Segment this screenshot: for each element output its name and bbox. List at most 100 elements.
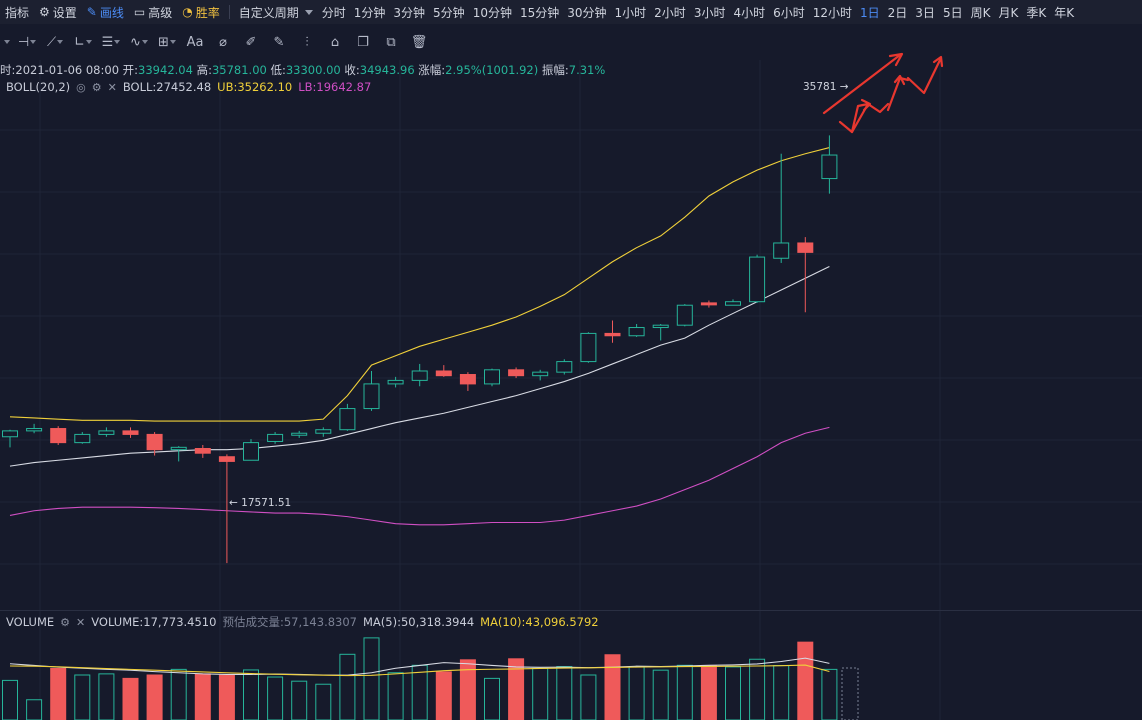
chevron-down-icon [141, 40, 148, 44]
ma10-label: MA(10): [480, 615, 526, 629]
cursor-tool[interactable] [0, 31, 12, 53]
candle-body [291, 432, 308, 436]
volume-value: 17,773.4510 [143, 615, 217, 629]
tab-period-6[interactable]: 30分钟 [567, 5, 607, 20]
ruler-tool[interactable]: ✐ [238, 31, 264, 53]
tab-period-2[interactable]: 3分钟 [393, 5, 426, 20]
candle-body [387, 379, 404, 385]
volume-info-line: VOLUME ⚙ ✕ VOLUME:17,773.4510 预估成交量:57,1… [6, 614, 599, 630]
lock-tool[interactable]: ⌂ [322, 31, 348, 53]
tab-period-18[interactable]: 月K [998, 5, 1019, 20]
candle-body [435, 370, 452, 377]
text-icon: Aa [186, 34, 204, 50]
volume-bar [652, 669, 669, 720]
trend-line-tool[interactable]: ⟋ [42, 31, 68, 53]
ma5-label: MA(5): [363, 615, 401, 629]
volume-ma10-line [9, 664, 830, 677]
tab-period-9[interactable]: 3小时 [693, 5, 726, 20]
tab-period-11[interactable]: 6小时 [773, 5, 805, 20]
volume-bar [459, 659, 476, 720]
fib-tool[interactable]: ☰ [98, 31, 124, 53]
horizontal-line-tool[interactable]: ⊣ [14, 31, 40, 53]
gear-icon[interactable]: ⚙ [60, 615, 71, 629]
drawing-toolbar: ⊣ ⟋ ∟ ☰ ∿ ⊞ Aa ⌀ ✐ ✎ ⫶ ⌂ ❐ ⧉ 🗑 [0, 28, 500, 56]
change-label: 涨幅: [418, 63, 446, 77]
boll-mid-label: BOLL: [122, 80, 157, 94]
tab-period-1[interactable]: 1分钟 [353, 5, 386, 20]
draw-line-button[interactable]: ✎ 画线 [82, 4, 129, 21]
tab-period-20[interactable]: 年K [1054, 5, 1075, 20]
text-tool[interactable]: Aa [182, 31, 208, 53]
volume-bar [50, 667, 67, 720]
indicator-button[interactable]: 指标 [0, 4, 34, 21]
open-value: 33942.04 [138, 63, 193, 77]
copy-tool[interactable]: ❐ [350, 31, 376, 53]
brush-tool[interactable]: ✎ [266, 31, 292, 53]
volume-name: VOLUME [6, 615, 55, 629]
tab-period-5[interactable]: 15分钟 [519, 5, 560, 20]
volume-bar [628, 666, 645, 720]
period-tabs: 分时 1分钟 3分钟 5分钟 10分钟 15分钟 30分钟 1小时 2小时 3小时 4小时 6小时 12… [318, 4, 1078, 21]
tab-period-7[interactable]: 1小时 [614, 5, 647, 20]
tab-period-17[interactable]: 周K [970, 5, 991, 20]
candle-body [459, 374, 476, 385]
tab-period-15[interactable]: 3日 [915, 5, 935, 20]
candle-body [2, 430, 18, 438]
tab-period-13[interactable]: 1日 [860, 5, 880, 20]
ma5-value: 50,318.3944 [400, 615, 475, 629]
low-price-marker: ← 17571.51 [229, 497, 291, 509]
volume-bar [484, 677, 500, 720]
candle-body [26, 428, 43, 432]
volume-bar [170, 668, 187, 720]
magnet-tool[interactable]: ⌀ [210, 31, 236, 53]
measure-tool[interactable]: ⊞ [154, 31, 180, 53]
volume-bar [291, 680, 308, 720]
tab-period-10[interactable]: 4小时 [733, 5, 766, 20]
brush-icon: ✎ [273, 34, 285, 50]
ohlc-info-line: 时:2021-01-06 08:00 开:33942.04 高:35781.00… [0, 62, 605, 78]
volume-ma-lines [9, 657, 830, 677]
boll-ub-label: UB: [217, 80, 238, 94]
custom-period-dropdown[interactable]: 自定义周期 [234, 4, 318, 21]
change-value: 2.95%(1001.92) [445, 63, 539, 77]
hide-tool[interactable]: ⧉ [378, 31, 404, 53]
tab-period-0[interactable]: 分时 [321, 5, 346, 20]
volume-bar [508, 658, 525, 720]
wave-tool[interactable]: ∿ [126, 31, 152, 53]
tab-period-3[interactable]: 5分钟 [433, 5, 465, 20]
candle-body [676, 304, 693, 326]
delete-tool[interactable]: 🗑 [406, 31, 432, 53]
winrate-label: 胜率 [195, 5, 220, 20]
pane-divider[interactable] [0, 610, 1142, 611]
close-icon[interactable]: ✕ [76, 615, 86, 629]
close-icon[interactable]: ✕ [107, 80, 117, 94]
chevron-down-icon [3, 40, 10, 44]
adjust-tool[interactable]: ⫶ [294, 31, 320, 53]
settings-button[interactable]: ⚙ 设置 [34, 4, 82, 21]
angle-tool[interactable]: ∟ [70, 31, 96, 53]
candle-body [218, 456, 235, 462]
tab-period-14[interactable]: 2日 [887, 5, 908, 20]
gear-icon[interactable]: ⚙ [91, 80, 102, 94]
top-menu-bar: 指标 ⚙ 设置 ✎ 画线 ▭ 高级 ◔ 胜率 自定义周期 分时 1分钟 3分钟 5分钟 10分钟… [0, 0, 1142, 24]
chevron-down-icon [57, 40, 64, 44]
low-label: 低: [270, 63, 286, 77]
calendar-icon: ▭ [133, 5, 146, 19]
advanced-button[interactable]: ▭ 高级 [129, 4, 177, 21]
high-value: 35781.00 [211, 63, 267, 77]
amplitude-label: 振幅: [541, 63, 569, 77]
candle-body [628, 327, 645, 337]
winrate-button[interactable]: ◔ 胜率 [177, 4, 225, 21]
tab-period-8[interactable]: 2小时 [654, 5, 686, 20]
tab-period-4[interactable]: 10分钟 [472, 5, 512, 20]
candle-body [267, 433, 284, 442]
eye-icon[interactable]: ◎ [76, 80, 86, 94]
tab-period-19[interactable]: 季K [1026, 5, 1047, 20]
candle-body [411, 370, 428, 381]
estimated-volume-label: 预估成交量: [222, 615, 284, 629]
hide-icon: ⧉ [386, 34, 396, 50]
tab-period-12[interactable]: 12小时 [812, 5, 853, 20]
tab-period-16[interactable]: 5日 [942, 5, 963, 20]
wave-icon: ∿ [130, 34, 141, 50]
